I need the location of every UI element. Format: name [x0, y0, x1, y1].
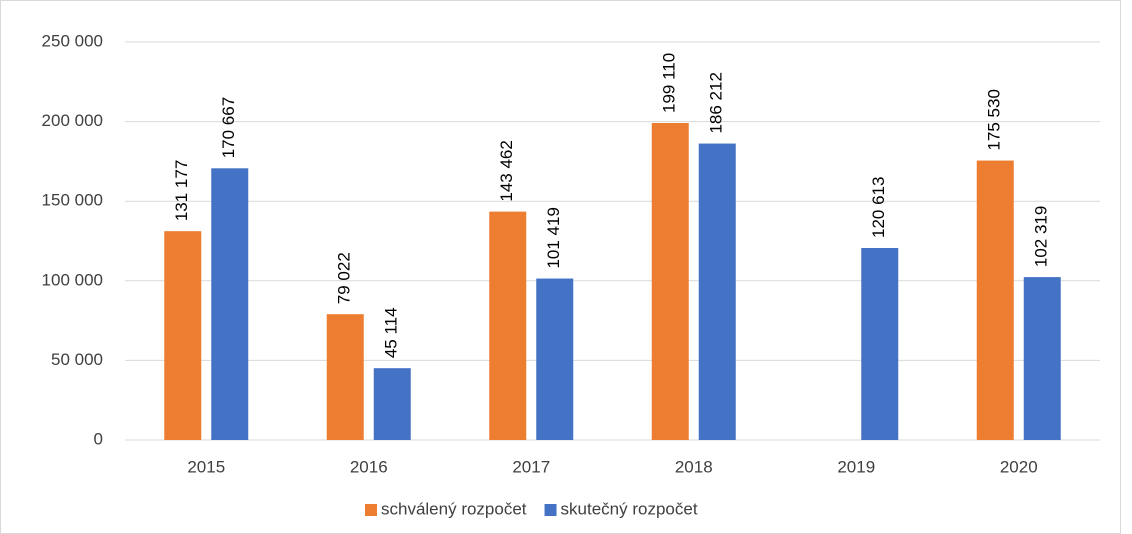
data-label: 143 462 [497, 140, 516, 201]
y-tick-label: 200 000 [42, 111, 103, 130]
data-label: 45 114 [382, 307, 401, 358]
y-tick-label: 100 000 [42, 270, 103, 289]
data-label: 101 419 [544, 207, 563, 268]
bar [976, 160, 1014, 440]
bar [651, 123, 689, 440]
data-label: 170 667 [219, 97, 238, 158]
data-label: 102 319 [1032, 206, 1051, 267]
data-label: 199 110 [660, 53, 679, 113]
x-tick-label: 2017 [512, 457, 550, 476]
x-tick-label: 2020 [1000, 457, 1038, 476]
bar [861, 247, 899, 440]
data-label: 131 177 [172, 160, 191, 221]
y-tick-label: 250 000 [42, 31, 103, 50]
legend-label: schválený rozpočet [381, 499, 527, 518]
bar [326, 314, 364, 440]
bar [1023, 277, 1061, 440]
y-tick-label: 150 000 [42, 191, 103, 210]
y-tick-label: 50 000 [51, 350, 103, 369]
bar [489, 211, 527, 440]
legend-label: skutečný rozpočet [561, 499, 698, 518]
data-label: 175 530 [985, 89, 1004, 150]
data-label: 186 212 [707, 72, 726, 133]
bar [211, 168, 249, 440]
bar [536, 278, 574, 440]
bar [373, 368, 411, 440]
bar [164, 231, 202, 440]
bar [698, 143, 736, 441]
x-tick-label: 2015 [187, 457, 225, 476]
data-label: 120 613 [869, 177, 888, 238]
x-tick-label: 2018 [675, 457, 713, 476]
legend-swatch [544, 504, 557, 516]
x-tick-label: 2016 [350, 457, 388, 476]
x-tick-label: 2019 [837, 457, 875, 476]
data-label: 79 022 [335, 252, 354, 304]
legend-swatch [365, 504, 377, 516]
y-tick-label: 0 [94, 429, 103, 448]
